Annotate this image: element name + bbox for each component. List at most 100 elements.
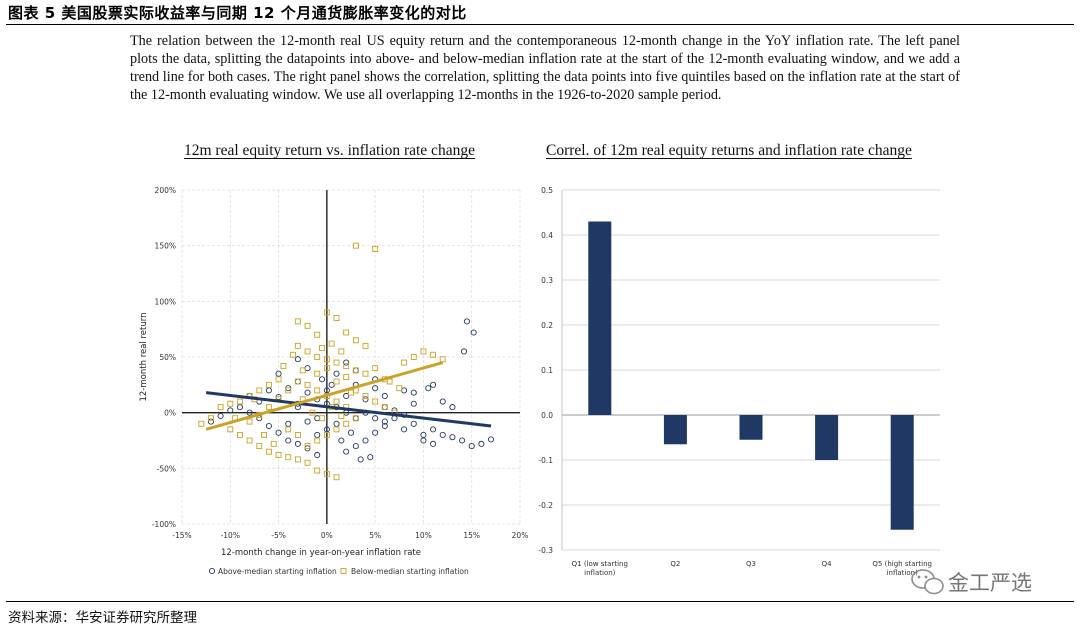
below-median-point bbox=[343, 374, 350, 380]
scatter-chart: -15% -10% -5% 0% 5% 10% 15% 20% -100% -50% 0% 50% 10… bbox=[139, 186, 528, 576]
above-median-point bbox=[449, 404, 456, 411]
above-median-point bbox=[318, 376, 326, 383]
below-median-point bbox=[285, 387, 292, 394]
above-median-point bbox=[314, 451, 321, 459]
x-tick-label: -15% bbox=[172, 531, 191, 540]
above-median-point bbox=[367, 454, 374, 461]
below-median-point bbox=[294, 456, 301, 463]
y-tick-label: 200% bbox=[155, 186, 176, 195]
x-tick-label: 0% bbox=[321, 531, 333, 540]
below-median-point bbox=[256, 387, 263, 394]
above-median-point bbox=[285, 437, 292, 444]
below-median-point bbox=[439, 356, 446, 363]
above-median-point bbox=[352, 367, 359, 374]
y-axis-title: 12-month real return bbox=[139, 313, 149, 402]
above-median-point bbox=[357, 456, 364, 463]
below-median-point bbox=[362, 370, 369, 377]
watermark: 金工严选 bbox=[911, 569, 1032, 595]
x-tick-label: 15% bbox=[463, 531, 480, 540]
below-median-point bbox=[314, 467, 321, 474]
below-median-trend-line bbox=[205, 361, 444, 431]
below-median-point bbox=[352, 337, 359, 344]
below-median-point bbox=[314, 437, 321, 444]
above-median-point bbox=[227, 407, 234, 414]
below-median-point bbox=[333, 398, 340, 405]
legend-above-median-marker bbox=[208, 567, 216, 575]
bar-2 bbox=[663, 415, 687, 445]
below-median-point bbox=[333, 359, 340, 366]
below-median-point bbox=[265, 404, 272, 411]
y-tick-label: 0% bbox=[164, 409, 176, 418]
below-median-point bbox=[396, 385, 403, 392]
below-median-point bbox=[352, 415, 359, 422]
above-median-point bbox=[275, 429, 282, 436]
figure-title: 图表 5 美国股票实际收益率与同期 12 个月通货膨胀率变化的对比 bbox=[8, 4, 467, 22]
bar-category-label: Q4 bbox=[822, 560, 833, 568]
above-median-point bbox=[343, 392, 350, 400]
below-median-point bbox=[285, 426, 292, 433]
above-median-point bbox=[449, 434, 456, 441]
below-median-point bbox=[265, 448, 272, 455]
bar-y-tick-label: -0.3 bbox=[538, 546, 553, 555]
y-tick-label: 150% bbox=[155, 242, 176, 251]
above-median-point bbox=[207, 418, 215, 425]
above-median-point bbox=[304, 418, 311, 425]
below-median-point bbox=[236, 398, 243, 405]
below-median-point bbox=[294, 342, 301, 349]
below-median-point bbox=[352, 367, 359, 374]
above-median-point bbox=[463, 318, 470, 325]
below-median-point bbox=[294, 378, 301, 385]
bar-y-tick-label: 0.4 bbox=[541, 231, 553, 240]
y-tick-label: -50% bbox=[157, 464, 176, 473]
above-median-point bbox=[410, 389, 417, 396]
below-median-point bbox=[372, 246, 379, 252]
below-median-point bbox=[275, 452, 282, 458]
bar-y-tick-label: 0.2 bbox=[541, 321, 553, 330]
above-median-point bbox=[430, 381, 437, 388]
below-median-point bbox=[323, 431, 330, 438]
x-tick-label: -10% bbox=[221, 531, 240, 540]
above-median-point bbox=[314, 415, 321, 422]
below-median-point bbox=[299, 367, 306, 374]
above-median-point bbox=[401, 426, 408, 433]
below-median-point bbox=[236, 431, 243, 438]
below-median-point bbox=[372, 398, 379, 405]
bar-chart: -0.3 -0.2 -0.1 0.0 0.1 0.2 0.3 0.4 0.5 Q1 (low st… bbox=[538, 186, 940, 577]
above-median-point bbox=[304, 389, 311, 396]
above-median-point bbox=[381, 422, 388, 430]
below-median-point bbox=[294, 318, 301, 325]
below-median-point bbox=[343, 329, 350, 336]
below-median-point bbox=[314, 387, 321, 394]
below-median-point bbox=[227, 426, 234, 433]
above-median-point bbox=[275, 370, 282, 377]
below-median-point bbox=[304, 459, 311, 466]
below-median-point bbox=[343, 420, 350, 427]
above-median-point bbox=[294, 440, 301, 447]
below-median-point bbox=[333, 474, 340, 481]
below-median-point bbox=[352, 242, 359, 249]
legend-below-median-label: Below-median starting inflation bbox=[351, 567, 469, 576]
figure-description: The relation between the 12-month real U… bbox=[130, 33, 960, 103]
above-median-point bbox=[246, 409, 253, 416]
y-tick-label: -100% bbox=[152, 520, 176, 529]
source-note: 资料来源：华安证券研究所整理 bbox=[8, 610, 197, 626]
below-median-point bbox=[285, 454, 292, 461]
below-median-point bbox=[420, 348, 427, 355]
below-median-point bbox=[227, 400, 234, 407]
bar-category-label: Q1 (low starting bbox=[572, 560, 628, 568]
below-median-point bbox=[208, 415, 214, 422]
bar-4 bbox=[815, 415, 839, 460]
above-median-point bbox=[468, 443, 475, 450]
below-median-point bbox=[246, 418, 253, 425]
below-median-point bbox=[362, 342, 369, 349]
bar-3 bbox=[739, 415, 763, 440]
above-median-point bbox=[265, 422, 272, 430]
above-median-point bbox=[470, 329, 477, 336]
above-median-point bbox=[285, 420, 292, 427]
below-median-point bbox=[323, 356, 330, 363]
bar-y-tick-label: 0.3 bbox=[541, 276, 553, 285]
below-median-point bbox=[275, 376, 282, 383]
below-median-point bbox=[280, 362, 287, 369]
below-median-point bbox=[333, 426, 340, 433]
wechat-icon bbox=[911, 569, 944, 595]
